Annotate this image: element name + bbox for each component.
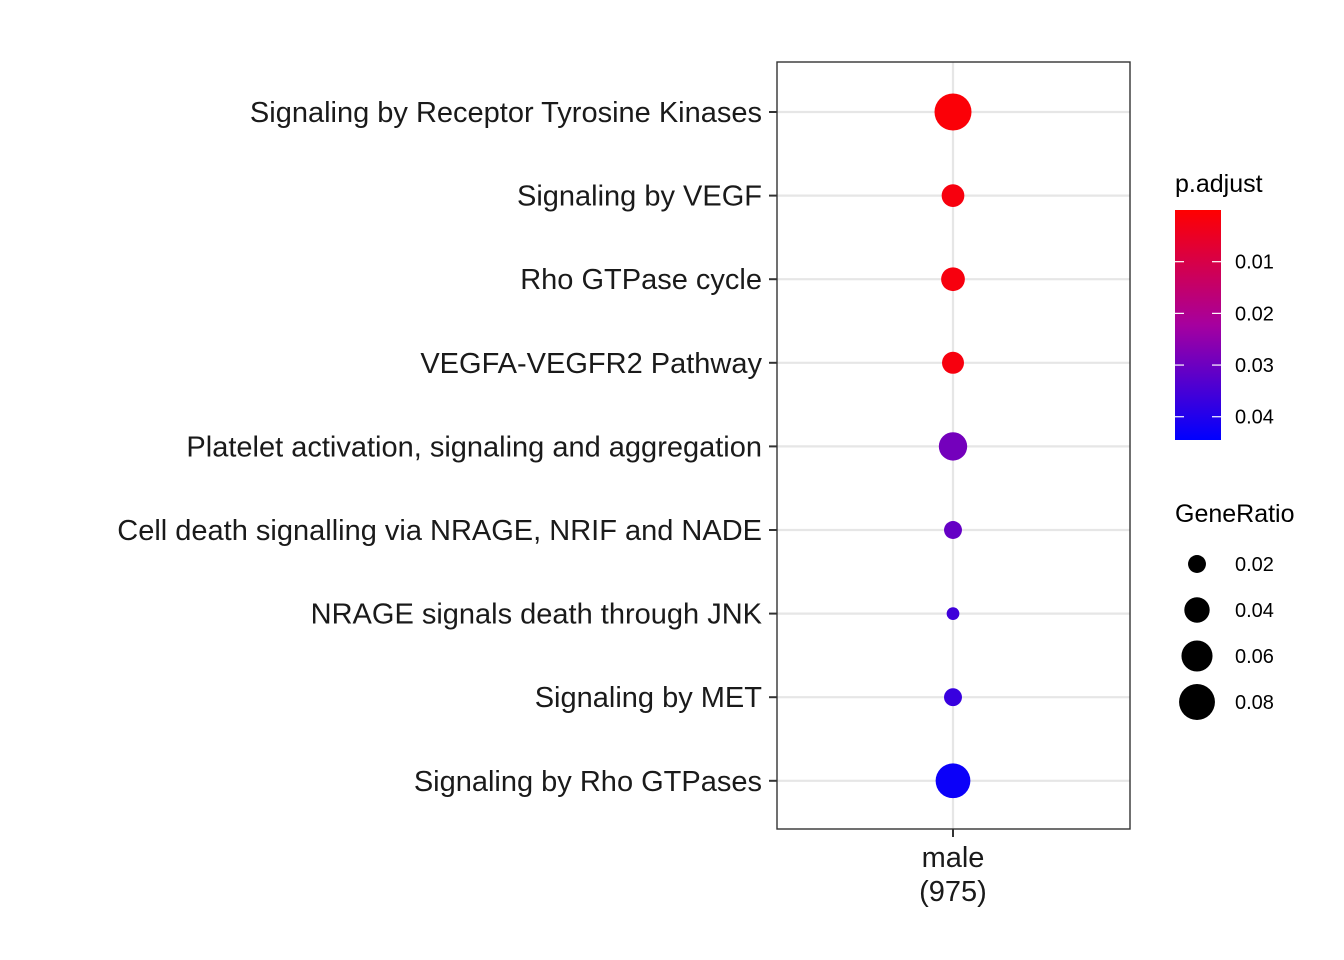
gene-ratio-legend-title: GeneRatio (1175, 500, 1295, 528)
colorbar-label: 0.01 (1235, 252, 1274, 274)
y-axis: Signaling by Receptor Tyrosine Kinases Si… (117, 97, 777, 798)
y-tick-label: Signaling by VEGF (517, 181, 762, 213)
y-tick-label: Rho GTPase cycle (520, 264, 762, 296)
p-adjust-legend: p.adjust 0.01 0.02 0.03 0.04 (1175, 170, 1274, 440)
points-layer (934, 93, 972, 799)
colorbar-label: 0.02 (1235, 303, 1274, 325)
y-tick-label: Signaling by Receptor Tyrosine Kinases (250, 97, 762, 129)
gene-ratio-legend-label: 0.06 (1235, 646, 1274, 668)
y-tick-label: Signaling by Rho GTPases (414, 766, 762, 798)
x-axis: male(975) (919, 829, 987, 908)
y-tick-label: Cell death signalling via NRAGE, NRIF an… (117, 515, 762, 547)
p-adjust-legend-title: p.adjust (1175, 170, 1263, 198)
plot-panel (776, 61, 1131, 830)
gene-ratio-legend-dot (1188, 555, 1206, 573)
gene-ratio-legend-dot (1184, 597, 1210, 623)
y-tick-label: NRAGE signals death through JNK (311, 599, 763, 631)
gene-ratio-legend-label: 0.04 (1235, 600, 1274, 622)
gene-ratio-legend: GeneRatio 0.02 0.04 0.06 0.08 (1175, 500, 1295, 720)
data-point (938, 432, 968, 461)
data-point (934, 93, 972, 131)
colorbar-ticks: 0.01 0.02 0.03 0.04 (1175, 252, 1274, 429)
data-point (935, 763, 971, 799)
data-point (942, 351, 964, 374)
gene-ratio-legend-items: 0.02 0.04 0.06 0.08 (1179, 554, 1274, 720)
y-tick-label: Signaling by MET (535, 682, 763, 714)
data-point (944, 688, 962, 707)
data-point (946, 607, 960, 620)
x-tick-label-line1: male (922, 842, 985, 874)
gene-ratio-legend-dot (1179, 684, 1215, 720)
data-point (941, 267, 965, 292)
gene-ratio-legend-label: 0.08 (1235, 692, 1274, 714)
p-adjust-colorbar (1175, 210, 1221, 440)
data-point (944, 521, 962, 539)
y-tick-label: Platelet activation, signaling and aggre… (186, 431, 762, 463)
y-tick-label: VEGFA-VEGFR2 Pathway (420, 348, 762, 380)
gene-ratio-legend-label: 0.02 (1235, 554, 1274, 576)
gene-ratio-legend-dot (1181, 640, 1213, 672)
data-point (941, 184, 965, 207)
colorbar-label: 0.04 (1235, 407, 1274, 429)
colorbar-label: 0.03 (1235, 355, 1274, 377)
x-tick-label-line2: (975) (919, 876, 987, 908)
